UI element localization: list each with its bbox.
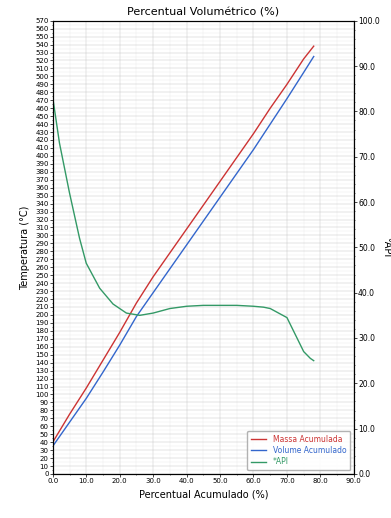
Massa Acumulada (134, 300, 139, 306)
Volume Acumulado (100, 369, 105, 376)
Line: Volume Acumulado: Volume Acumulado (53, 56, 314, 446)
*API (111, 301, 115, 307)
Massa Acumulada (67, 411, 72, 418)
Volume Acumulado (301, 69, 306, 76)
Line: *API: *API (54, 103, 314, 361)
*API (285, 314, 289, 321)
X-axis label: Percentual Acumulado (%): Percentual Acumulado (%) (138, 490, 268, 500)
Volume Acumulado (235, 170, 239, 177)
*API (124, 310, 129, 316)
Line: Massa Acumulada: Massa Acumulada (53, 46, 314, 442)
*API (77, 235, 82, 241)
*API (268, 306, 273, 312)
Massa Acumulada (311, 43, 316, 49)
Y-axis label: Temperatura (°C): Temperatura (°C) (20, 205, 30, 290)
Volume Acumulado (117, 342, 122, 348)
Volume Acumulado (50, 443, 55, 449)
*API (57, 140, 62, 146)
Massa Acumulada (218, 178, 222, 184)
*API (295, 335, 300, 341)
*API (167, 306, 172, 312)
Volume Acumulado (151, 290, 156, 296)
Massa Acumulada (100, 357, 105, 363)
*API (235, 302, 239, 308)
*API (301, 349, 306, 355)
Massa Acumulada (201, 202, 206, 208)
Massa Acumulada (268, 105, 273, 111)
Massa Acumulada (117, 329, 122, 336)
Y-axis label: °API: °API (381, 237, 391, 257)
*API (51, 99, 56, 106)
*API (97, 285, 102, 291)
Volume Acumulado (251, 147, 256, 153)
Volume Acumulado (201, 218, 206, 224)
*API (201, 302, 206, 308)
Volume Acumulado (134, 313, 139, 320)
Volume Acumulado (268, 121, 273, 127)
*API (84, 260, 89, 266)
*API (311, 357, 316, 364)
Volume Acumulado (218, 194, 222, 200)
*API (218, 302, 222, 308)
Massa Acumulada (50, 439, 55, 445)
*API (308, 355, 313, 362)
*API (261, 304, 266, 310)
*API (137, 312, 142, 319)
Massa Acumulada (184, 226, 189, 232)
*API (251, 303, 256, 309)
Massa Acumulada (151, 274, 156, 280)
Massa Acumulada (251, 131, 256, 137)
Massa Acumulada (84, 385, 89, 391)
Volume Acumulado (285, 95, 289, 102)
Massa Acumulada (167, 250, 172, 256)
Massa Acumulada (235, 154, 239, 161)
Volume Acumulado (311, 53, 316, 60)
Volume Acumulado (184, 242, 189, 248)
Volume Acumulado (84, 395, 89, 401)
*API (67, 190, 72, 196)
Massa Acumulada (301, 56, 306, 62)
Volume Acumulado (67, 419, 72, 425)
Massa Acumulada (285, 81, 289, 88)
Volume Acumulado (167, 266, 172, 272)
Legend: Massa Acumulada, Volume Acumulado, *API: Massa Acumulada, Volume Acumulado, *API (248, 431, 350, 470)
*API (184, 303, 189, 309)
Title: Percentual Volumétrico (%): Percentual Volumétrico (%) (127, 7, 280, 17)
*API (151, 310, 156, 316)
